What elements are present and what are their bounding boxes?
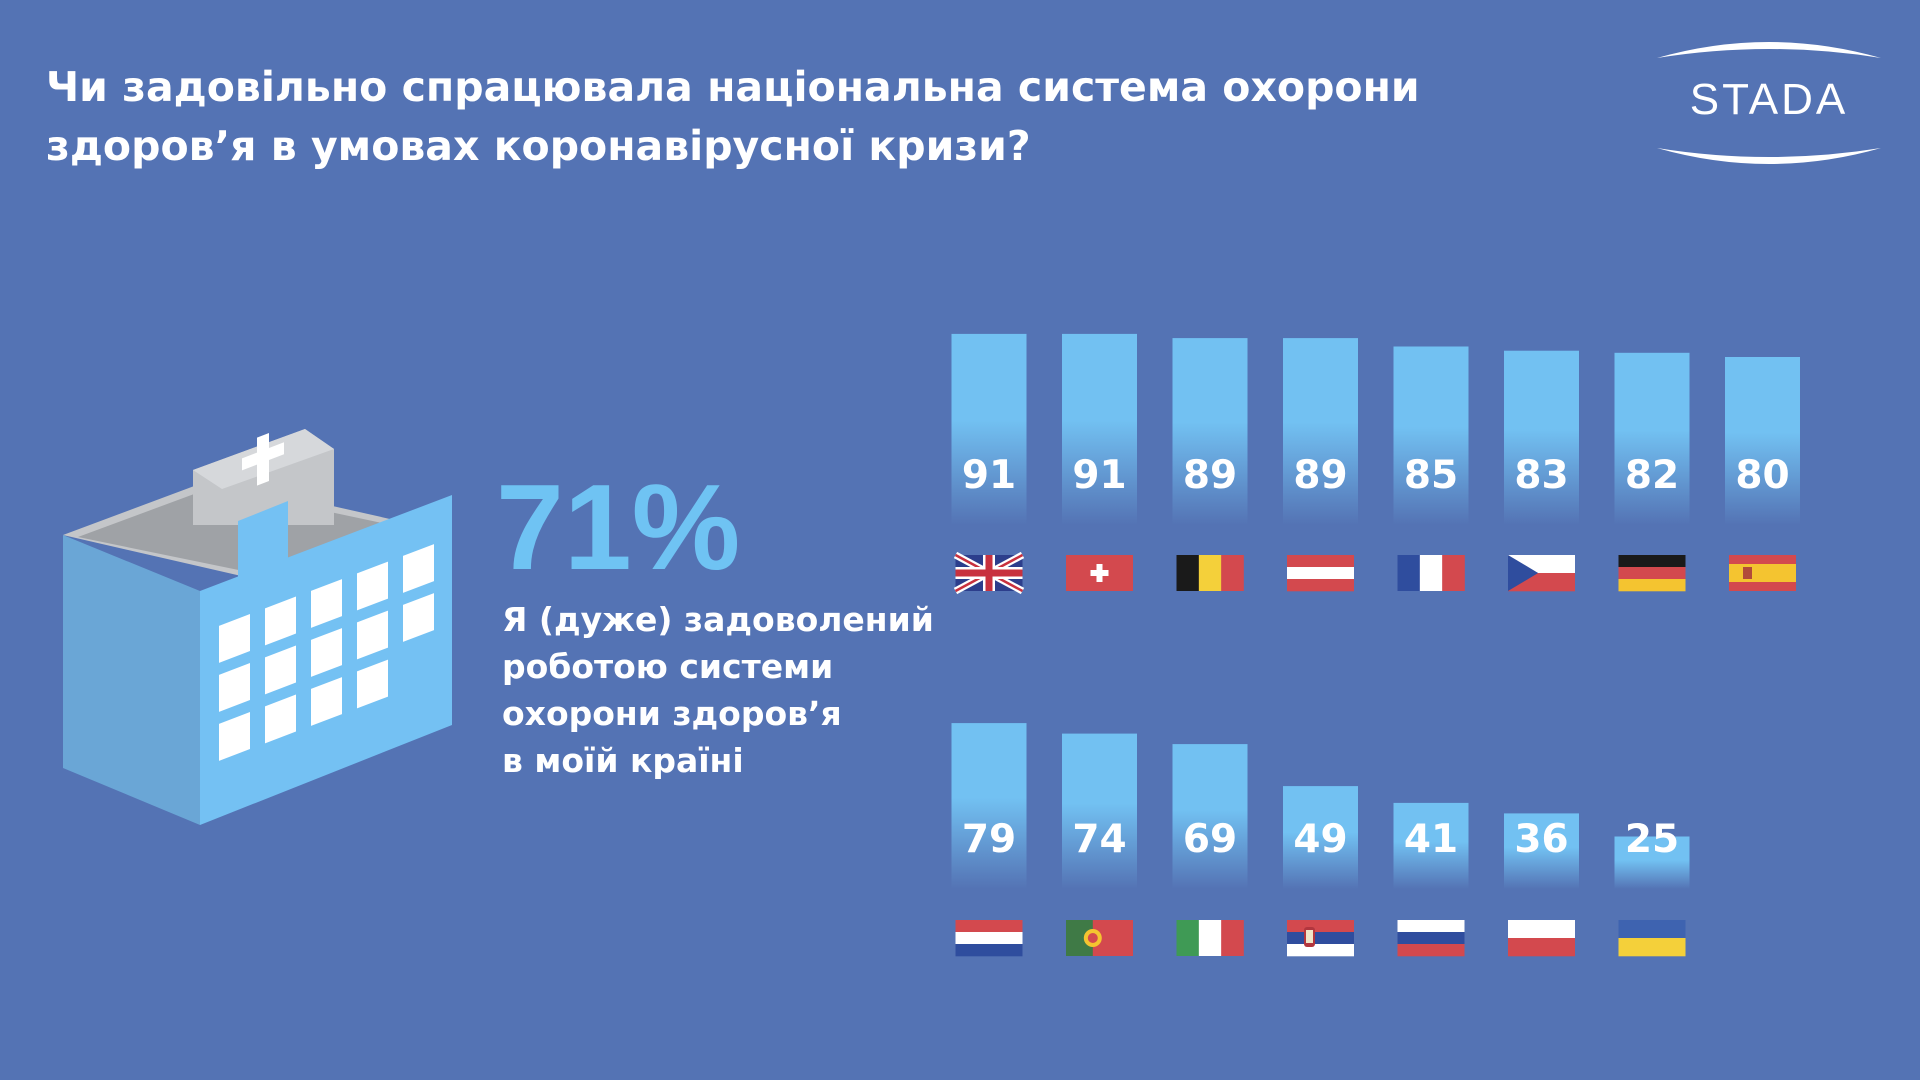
ru-flag [1397,920,1465,957]
bar-value-label: 82 [1625,453,1679,498]
bar [1725,357,1800,525]
bar-value-label: 89 [1293,453,1347,498]
bar [1283,786,1358,889]
bar-value-label: 36 [1514,817,1568,862]
bar-value-label: 25 [1625,817,1679,862]
bar [951,723,1027,889]
be-flag [1176,555,1244,591]
stat-description-line: роботою системи [502,647,834,686]
chart-title: Чи задовільно спрацювала національна сис… [46,58,1446,176]
title-line-2: здоров’я в умовах коронавірусної кризи? [46,122,1031,170]
pl-flag [1508,920,1575,957]
hospital-icon [63,429,452,825]
ua-flag [1618,920,1686,957]
stat-value: 71% [496,459,741,595]
title-line-1: Чи задовільно спрацювала національна сис… [46,63,1420,111]
bar-value-label: 83 [1514,453,1568,498]
stat-description: Я (дуже) задоволений роботою системи охо… [502,596,934,784]
bar [1504,350,1579,525]
stat-description-line: Я (дуже) задоволений [502,600,934,639]
bar [1614,836,1690,889]
bar [951,333,1027,525]
bar-value-label: 41 [1404,817,1458,862]
bar-value-label: 85 [1404,453,1458,498]
cz-flag [1508,555,1575,592]
bar [1062,733,1137,889]
uk-flag [953,551,1025,595]
bar [1393,346,1469,525]
ch-flag [1066,555,1133,591]
logo-text: STADA [1690,75,1848,124]
logo-bottom-swoosh [1657,148,1881,164]
bar-value-label: 91 [962,453,1016,498]
rs-flag [1287,920,1354,957]
bar [1504,813,1579,889]
fr-flag [1397,555,1465,591]
bar-value-label: 80 [1735,453,1789,498]
bar [1283,338,1358,525]
de-flag [1618,555,1686,592]
bar-value-label: 69 [1183,817,1237,862]
bar-value-label: 74 [1072,817,1126,862]
bar [1172,744,1248,889]
stat-description-line: в моїй країні [502,741,744,780]
bar-value-label: 49 [1293,817,1347,862]
stat-description-line: охорони здоров’я [502,694,842,733]
pt-flag [1066,920,1133,956]
logo-top-swoosh [1657,42,1881,58]
bar-value-label: 91 [1072,453,1126,498]
es-flag [1729,555,1796,591]
bar [1172,338,1248,525]
bar-value-label: 89 [1183,453,1237,498]
bar [1614,352,1690,525]
bar [1393,802,1469,889]
bar [1062,333,1137,525]
bar-value-label: 79 [962,817,1016,862]
nl-flag [955,920,1023,957]
it-flag [1176,920,1244,956]
at-flag [1287,555,1354,592]
stada-logo: STADA [1657,42,1881,164]
